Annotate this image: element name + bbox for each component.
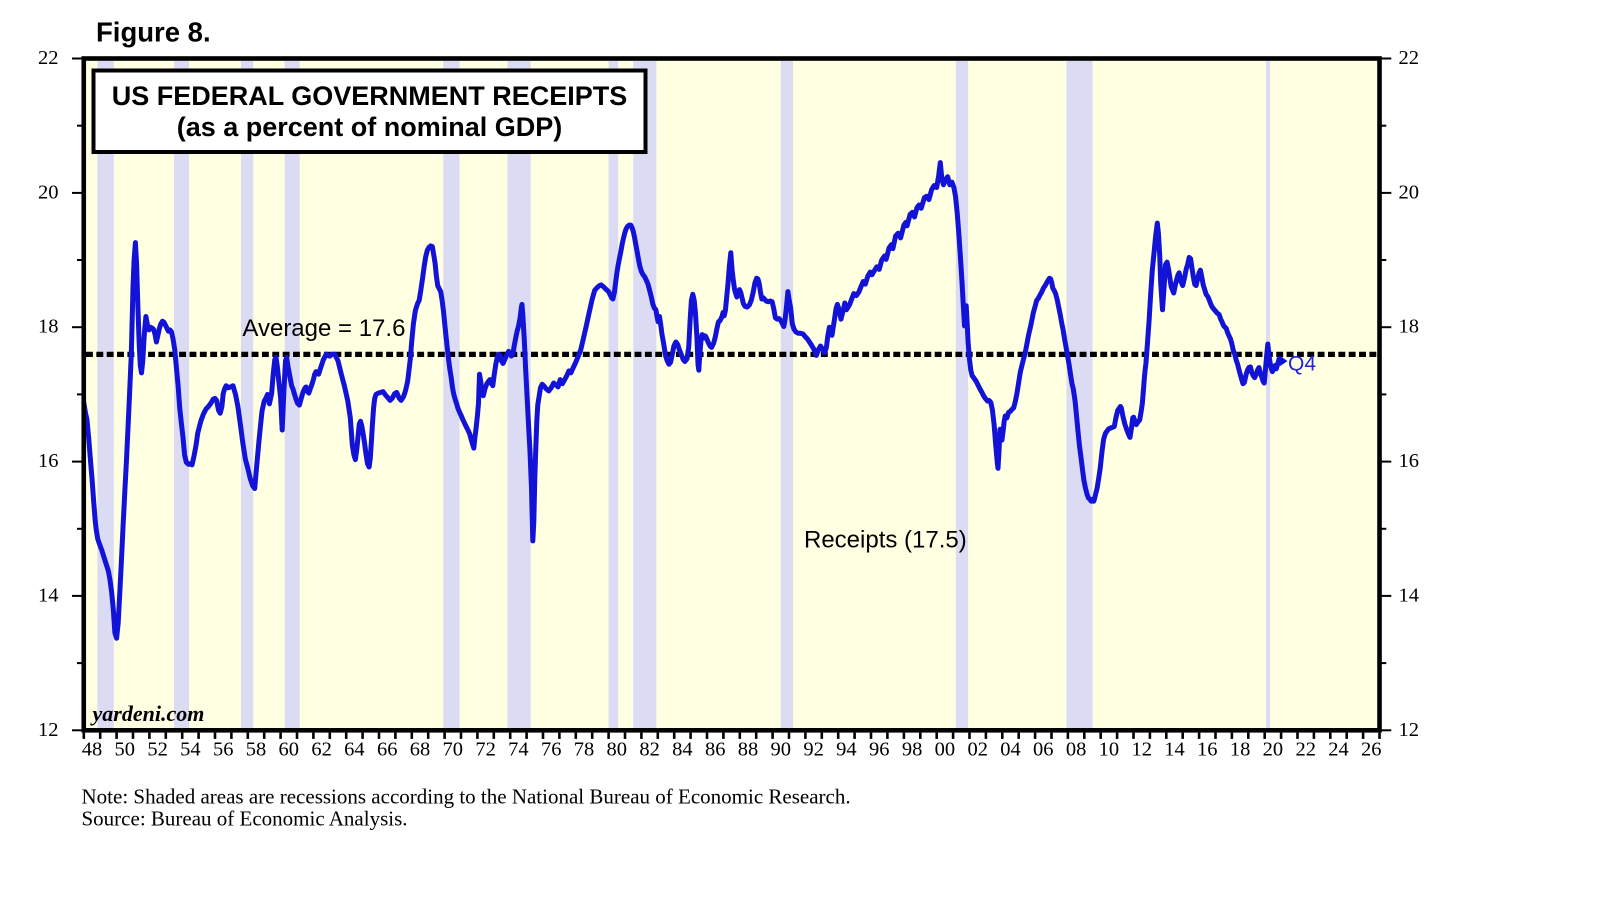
svg-text:20: 20 — [1263, 739, 1284, 761]
svg-text:08: 08 — [1066, 739, 1087, 761]
svg-text:56: 56 — [213, 739, 234, 761]
svg-text:50: 50 — [115, 739, 136, 761]
svg-text:yardeni.com: yardeni.com — [90, 701, 205, 726]
svg-text:16: 16 — [1399, 450, 1420, 472]
svg-text:14: 14 — [1164, 739, 1185, 761]
svg-text:22: 22 — [1399, 47, 1420, 69]
svg-text:20: 20 — [38, 181, 59, 203]
svg-text:12: 12 — [1399, 719, 1420, 741]
svg-text:96: 96 — [869, 739, 890, 761]
svg-text:62: 62 — [311, 739, 332, 761]
svg-text:18: 18 — [1230, 739, 1251, 761]
svg-text:66: 66 — [377, 739, 398, 761]
svg-text:14: 14 — [38, 584, 59, 606]
svg-text:64: 64 — [344, 739, 365, 761]
svg-text:82: 82 — [639, 739, 660, 761]
svg-text:12: 12 — [1131, 739, 1152, 761]
svg-text:Receipts (17.5): Receipts (17.5) — [804, 527, 967, 554]
svg-text:26: 26 — [1361, 739, 1382, 761]
svg-text:16: 16 — [38, 450, 59, 472]
svg-text:70: 70 — [443, 739, 464, 761]
svg-text:06: 06 — [1033, 739, 1054, 761]
svg-text:Note: Shaded areas are recessi: Note: Shaded areas are recessions accord… — [82, 785, 851, 809]
svg-text:02: 02 — [967, 739, 988, 761]
svg-text:74: 74 — [508, 739, 529, 761]
svg-text:Figure 8.: Figure 8. — [96, 17, 211, 48]
svg-text:72: 72 — [475, 739, 496, 761]
svg-text:(as a percent of nominal GDP): (as a percent of nominal GDP) — [177, 112, 563, 142]
svg-text:18: 18 — [38, 316, 59, 338]
svg-text:88: 88 — [738, 739, 759, 761]
svg-text:12: 12 — [38, 719, 59, 741]
svg-text:80: 80 — [607, 739, 628, 761]
svg-text:00: 00 — [935, 739, 956, 761]
svg-text:86: 86 — [705, 739, 726, 761]
svg-text:78: 78 — [574, 739, 595, 761]
svg-text:14: 14 — [1399, 584, 1420, 606]
svg-text:US FEDERAL GOVERNMENT RECEIPTS: US FEDERAL GOVERNMENT RECEIPTS — [112, 81, 628, 111]
svg-text:90: 90 — [771, 739, 792, 761]
svg-text:22: 22 — [38, 47, 59, 69]
svg-text:Q4: Q4 — [1288, 353, 1316, 376]
svg-text:22: 22 — [1295, 739, 1316, 761]
svg-text:58: 58 — [246, 739, 267, 761]
svg-text:76: 76 — [541, 739, 562, 761]
svg-text:52: 52 — [147, 739, 168, 761]
svg-text:20: 20 — [1399, 181, 1420, 203]
svg-text:Average = 17.6: Average = 17.6 — [242, 315, 405, 342]
svg-text:48: 48 — [82, 739, 103, 761]
svg-text:Source: Bureau of Economic Ana: Source: Bureau of Economic Analysis. — [82, 807, 408, 831]
svg-text:04: 04 — [1000, 739, 1021, 761]
svg-text:24: 24 — [1328, 739, 1349, 761]
svg-text:68: 68 — [410, 739, 431, 761]
svg-text:84: 84 — [672, 739, 693, 761]
svg-text:10: 10 — [1099, 739, 1120, 761]
svg-text:18: 18 — [1399, 316, 1420, 338]
svg-text:98: 98 — [902, 739, 923, 761]
svg-text:16: 16 — [1197, 739, 1218, 761]
svg-text:60: 60 — [279, 739, 300, 761]
svg-text:92: 92 — [803, 739, 824, 761]
svg-text:94: 94 — [836, 739, 857, 761]
svg-text:54: 54 — [180, 739, 201, 761]
